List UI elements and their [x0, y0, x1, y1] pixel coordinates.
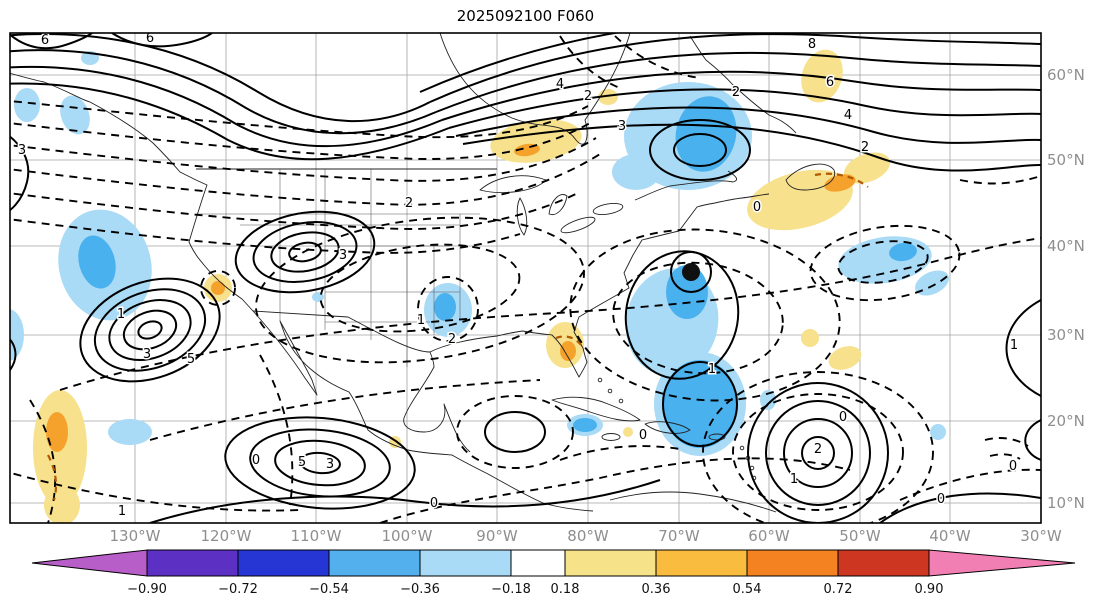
lon-label: 130°W [109, 527, 161, 545]
colorbar-tick: 0.18 [550, 582, 580, 597]
contour-label: 3 [143, 347, 151, 362]
lon-label: 100°W [381, 527, 433, 545]
contour-label: 5 [187, 352, 195, 367]
lat-label: 10°N [1047, 494, 1085, 512]
colorbar-arrow-right [928, 549, 1076, 577]
colorbar-segment [837, 549, 930, 577]
contour-label: 3 [18, 143, 26, 158]
colorbar-tick: −0.72 [218, 582, 258, 597]
lon-label: 50°W [839, 527, 881, 545]
shaded-anomalies [10, 49, 949, 523]
colorbar-tick: 0.72 [823, 582, 853, 597]
contour-label: 2 [732, 85, 740, 100]
contour-label: 3 [326, 457, 334, 472]
plot-title: 2025092100 F060 [456, 7, 595, 25]
colorbar-segment [564, 549, 657, 577]
lon-label: 30°W [1020, 527, 1062, 545]
colorbar-segment [746, 549, 839, 577]
contour-label: 6 [146, 31, 154, 46]
contour-labels: 6 6 4 2 2 8 6 4 2 3 1 3 5 3 2 1 2 0 1 0 [16, 31, 1019, 521]
contour-label: 1 [118, 504, 126, 519]
lon-label: 120°W [200, 527, 252, 545]
colorbar-segment [419, 549, 512, 577]
lat-label: 40°N [1047, 237, 1085, 255]
lon-label: 60°W [748, 527, 790, 545]
contour-label: 2 [861, 140, 869, 155]
contour-label: 0 [430, 496, 438, 511]
lat-label: 30°N [1047, 326, 1085, 344]
lon-label: 90°W [476, 527, 518, 545]
contours-dashed [10, 35, 1041, 523]
contour-label: 0 [639, 428, 647, 443]
colorbar-segment [655, 549, 748, 577]
lon-label: 70°W [658, 527, 700, 545]
colorbar-tick: 0.90 [914, 582, 944, 597]
contour-label: 6 [41, 33, 49, 48]
contours-solid [10, 33, 1041, 523]
contour-label: 0 [1009, 459, 1017, 474]
contour-label: 4 [556, 77, 564, 92]
contour-label: 2 [448, 332, 456, 347]
colorbar-tick: 0.36 [641, 582, 671, 597]
colorbar [31, 549, 1076, 577]
state-borders [196, 169, 480, 367]
lat-label: 50°N [1047, 151, 1085, 169]
colorbar-segment [328, 549, 421, 577]
contour-label: 1 [117, 307, 125, 322]
contours-orange-dashed [47, 172, 869, 501]
contour-label: 1 [1010, 338, 1018, 353]
contour-label: 0 [937, 492, 945, 507]
colorbar-tick: −0.90 [127, 582, 167, 597]
contour-label: 0 [839, 410, 847, 425]
lon-label: 80°W [567, 527, 609, 545]
lat-label: 60°N [1047, 66, 1085, 84]
contour-label: 2 [584, 89, 592, 104]
colorbar-segment [146, 549, 239, 577]
colorbar-tick: −0.36 [400, 582, 440, 597]
contour-label: 1 [708, 362, 716, 377]
lat-label: 20°N [1047, 412, 1085, 430]
colorbar-segment [237, 549, 330, 577]
lon-label: 40°W [929, 527, 971, 545]
colorbar-tick: −0.18 [491, 582, 531, 597]
contour-label: 2 [405, 196, 413, 211]
contour-label: 3 [339, 248, 347, 263]
contour-label: 0 [753, 200, 761, 215]
contour-label: 3 [618, 119, 626, 134]
colorbar-tick: 0.54 [732, 582, 762, 597]
contour-label: 1 [417, 313, 425, 328]
contour-label: 8 [808, 37, 816, 52]
colorbar-tick: −0.54 [309, 582, 349, 597]
contour-label: 2 [814, 442, 822, 457]
plot-frame [9, 32, 1042, 524]
contour-label: 6 [826, 75, 834, 90]
contour-label: 4 [844, 108, 852, 123]
lon-label: 110°W [290, 527, 342, 545]
colorbar-segment [510, 549, 566, 577]
contour-label: 5 [298, 455, 306, 470]
contour-label: 1 [790, 472, 798, 487]
contour-label: 0 [252, 453, 260, 468]
colorbar-arrow-left [31, 549, 148, 577]
